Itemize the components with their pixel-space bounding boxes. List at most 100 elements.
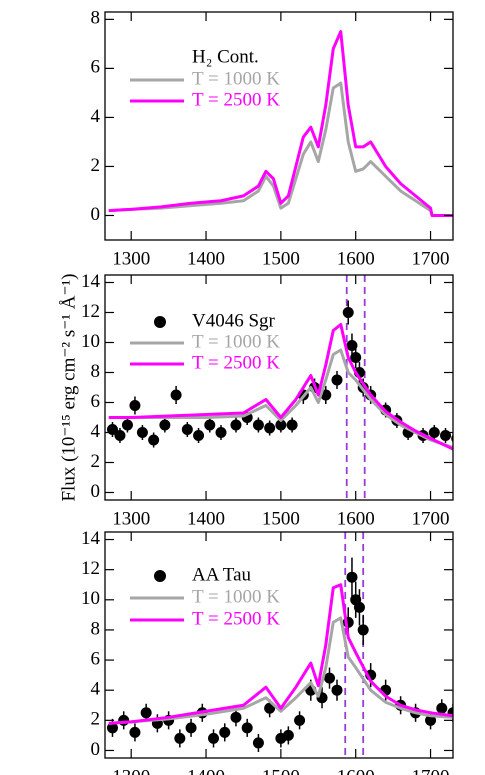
x-tick-label: 1400: [187, 766, 225, 775]
legend-label: T = 1000 K: [192, 68, 280, 89]
data-point: [252, 419, 264, 431]
data-point: [282, 729, 294, 741]
plot-frame: [104, 11, 454, 241]
legend-label: T = 2500 K: [192, 608, 280, 629]
y-tick-label: 2: [91, 451, 101, 472]
data-point: [208, 732, 220, 744]
y-tick-label: 10: [81, 588, 100, 609]
data-point: [174, 732, 186, 744]
data-point: [230, 419, 242, 431]
x-tick-label: 1300: [112, 766, 150, 775]
data-point: [264, 422, 276, 434]
legend-label: V4046 Sgr: [192, 310, 276, 331]
data-point: [118, 714, 130, 726]
y-axis-label: Flux (10⁻¹⁵ erg cm⁻² s⁻¹ Å⁻¹): [58, 273, 79, 501]
data-point: [185, 722, 197, 734]
data-point: [428, 427, 440, 438]
data-point: [350, 352, 362, 363]
data-point: [181, 424, 193, 435]
data-point: [331, 684, 343, 696]
y-tick-label: 8: [91, 8, 101, 29]
y-tick-label: 6: [91, 57, 101, 78]
legend-label: T = 1000 K: [192, 331, 280, 352]
data-point: [346, 571, 358, 583]
x-tick-label: 1400: [187, 248, 225, 269]
data-point: [170, 389, 182, 401]
plot-frame: [104, 274, 454, 501]
legend-label: T = 2500 K: [192, 352, 280, 373]
data-point: [241, 722, 253, 734]
x-tick-label: 1600: [337, 508, 375, 529]
x-tick-label: 1500: [262, 248, 300, 269]
data-point: [357, 624, 369, 636]
y-tick-label: 14: [81, 528, 101, 549]
model-line: [108, 348, 453, 449]
x-tick-label: 1700: [412, 766, 450, 775]
x-tick-label: 1700: [412, 508, 450, 529]
data-point: [215, 427, 227, 438]
model-line: [108, 583, 453, 725]
legend-title: H₂ Cont.: [192, 46, 259, 67]
y-tick-label: 8: [91, 361, 101, 382]
y-tick-label: 4: [91, 679, 101, 700]
data-point: [324, 672, 336, 684]
y-tick-label: 12: [81, 301, 100, 322]
data-point: [346, 340, 358, 351]
legend-marker: [154, 316, 166, 328]
y-tick-label: 12: [81, 558, 100, 579]
y-tick-label: 10: [81, 331, 100, 352]
data-point: [425, 714, 437, 726]
data-point: [204, 419, 216, 431]
data-point: [275, 419, 287, 431]
x-tick-label: 1700: [412, 248, 450, 269]
data-point: [136, 427, 148, 438]
x-tick-label: 1300: [112, 248, 150, 269]
data-point: [436, 702, 448, 714]
data-point: [129, 400, 141, 411]
x-tick-label: 1300: [112, 508, 150, 529]
data-point: [286, 419, 298, 431]
data-point: [294, 714, 306, 726]
legend-label: T = 1000 K: [192, 586, 280, 607]
y-tick-label: 0: [91, 204, 101, 225]
y-tick-label: 14: [81, 271, 101, 292]
data-point: [148, 434, 160, 446]
legend-label: AA Tau: [192, 564, 252, 585]
plot-area: [106, 275, 453, 500]
data-point: [219, 726, 231, 738]
data-point: [230, 711, 242, 723]
data-point: [121, 419, 133, 431]
y-tick-label: 0: [91, 481, 101, 502]
plot-area: [108, 30, 453, 217]
data-point: [252, 737, 264, 749]
legend-label: T = 2500 K: [192, 89, 280, 110]
y-tick-label: 2: [91, 709, 101, 730]
x-tick-label: 1400: [187, 508, 225, 529]
data-point: [342, 307, 354, 318]
x-tick-label: 1500: [262, 766, 300, 775]
legend-marker: [154, 570, 166, 582]
data-point: [193, 430, 205, 441]
y-tick-label: 4: [91, 421, 101, 442]
data-point: [129, 726, 141, 738]
data-point: [106, 722, 118, 734]
y-tick-label: 8: [91, 618, 101, 639]
data-point: [331, 374, 343, 386]
model-line: [108, 323, 453, 451]
y-tick-label: 2: [91, 155, 101, 176]
y-tick-label: 6: [91, 648, 101, 669]
model-line: [108, 81, 453, 217]
x-tick-label: 1600: [337, 248, 375, 269]
data-point: [140, 707, 152, 719]
y-tick-label: 4: [91, 106, 101, 127]
y-tick-label: 6: [91, 391, 101, 412]
model-line: [108, 30, 453, 217]
data-point: [353, 601, 365, 613]
x-tick-label: 1500: [262, 508, 300, 529]
data-point: [114, 430, 126, 441]
data-point: [440, 430, 452, 441]
y-tick-label: 0: [91, 739, 101, 760]
